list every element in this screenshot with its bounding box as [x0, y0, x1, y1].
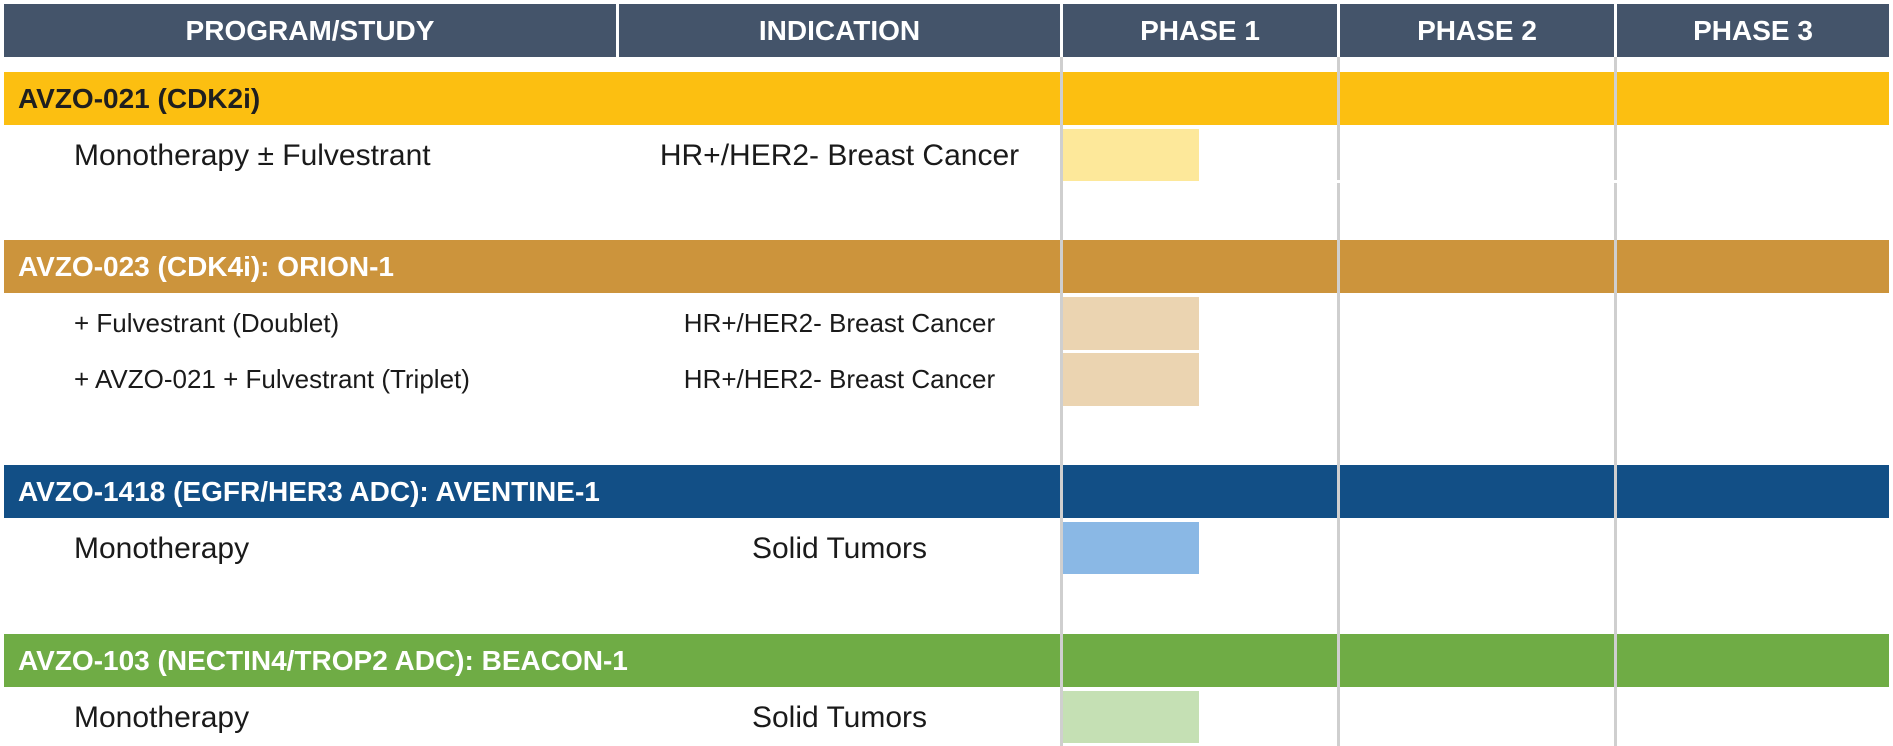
- program-band-avzo-023-phase-3: [1617, 240, 1889, 293]
- header-program-study: PROGRAM/STUDY: [4, 4, 616, 57]
- header-indication: INDICATION: [619, 4, 1060, 57]
- program-band-avzo-023: AVZO-023 (CDK4i): ORION-1: [4, 240, 1060, 293]
- study-indication: HR+/HER2- Breast Cancer: [683, 364, 996, 394]
- study-name: Monotherapy: [74, 701, 250, 734]
- program-band-avzo-1418-phase-3: [1617, 465, 1889, 518]
- program-band-avzo-023-phase-1: [1063, 240, 1337, 293]
- phase-progress-bar: [1063, 691, 1199, 743]
- program-band-avzo-021-phase-2: [1340, 72, 1614, 125]
- study-name: Monotherapy ± Fulvestrant: [74, 139, 431, 172]
- program-band-avzo-021-phase-1: [1063, 72, 1337, 125]
- study-indication: HR+/HER2- Breast Cancer: [683, 308, 996, 338]
- phase-progress-bar: [1063, 129, 1199, 181]
- phase-progress-bar: [1063, 353, 1199, 406]
- program-band-avzo-103: AVZO-103 (NECTIN4/TROP2 ADC): BEACON-1: [4, 634, 1060, 687]
- phase-progress-bar: [1063, 522, 1199, 574]
- program-band-avzo-021: AVZO-021 (CDK2i): [4, 72, 1060, 125]
- phase-progress-bar: [1063, 297, 1199, 350]
- header-phase-2: PHASE 2: [1340, 4, 1614, 57]
- phase-3-gridline: [1614, 57, 1617, 746]
- study-name: + AVZO-021 + Fulvestrant (Triplet): [74, 364, 470, 394]
- study-indication: Solid Tumors: [751, 701, 928, 734]
- program-band-avzo-103-phase-3: [1617, 634, 1889, 687]
- program-band-avzo-1418-phase-2: [1340, 465, 1614, 518]
- program-band-avzo-1418: AVZO-1418 (EGFR/HER3 ADC): AVENTINE-1: [4, 465, 1060, 518]
- program-band-avzo-1418-phase-1: [1063, 465, 1337, 518]
- study-name: Monotherapy: [74, 532, 250, 565]
- header-phase-3: PHASE 3: [1617, 4, 1889, 57]
- program-band-avzo-103-phase-2: [1340, 634, 1614, 687]
- program-band-avzo-021-phase-3: [1617, 72, 1889, 125]
- row-divider: [1063, 180, 1889, 183]
- phase-2-gridline: [1337, 57, 1340, 746]
- study-indication: Solid Tumors: [751, 532, 928, 565]
- program-band-avzo-103-phase-1: [1063, 634, 1337, 687]
- study-name: + Fulvestrant (Doublet): [74, 308, 340, 338]
- program-band-avzo-023-phase-2: [1340, 240, 1614, 293]
- header-phase-1: PHASE 1: [1063, 4, 1337, 57]
- study-indication: HR+/HER2- Breast Cancer: [659, 139, 1020, 172]
- phase-1-gridline: [1060, 57, 1063, 746]
